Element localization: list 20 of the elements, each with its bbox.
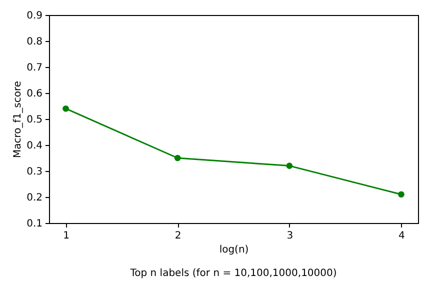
point [174,154,181,162]
y-tick-label: 0.7 [26,62,42,74]
x-tick-label: 3 [286,230,294,242]
y-tick-label: 0.8 [26,36,42,48]
y-tick-label: 0.2 [26,192,42,204]
y-tick-label: 0.6 [26,88,42,100]
point [286,162,293,169]
x-axis-title: log(n) [219,244,249,256]
point [62,105,69,112]
x-tick-label: 1 [63,230,70,242]
text: Top n labels (for n = 10,100,1000,10000) [129,268,337,279]
y-tick-label: 0.5 [26,114,42,126]
y-tick-label: 0.3 [26,166,42,178]
y-tick-label: 0.1 [26,218,42,230]
y-axis-title: Macro_f1_score [12,80,24,158]
x-tick-label: 2 [174,230,182,242]
point [398,191,404,198]
y-tick-label: 0.4 [26,140,42,152]
y-tick-label: 0.9 [26,10,42,22]
x-tick-label: 4 [398,230,405,242]
